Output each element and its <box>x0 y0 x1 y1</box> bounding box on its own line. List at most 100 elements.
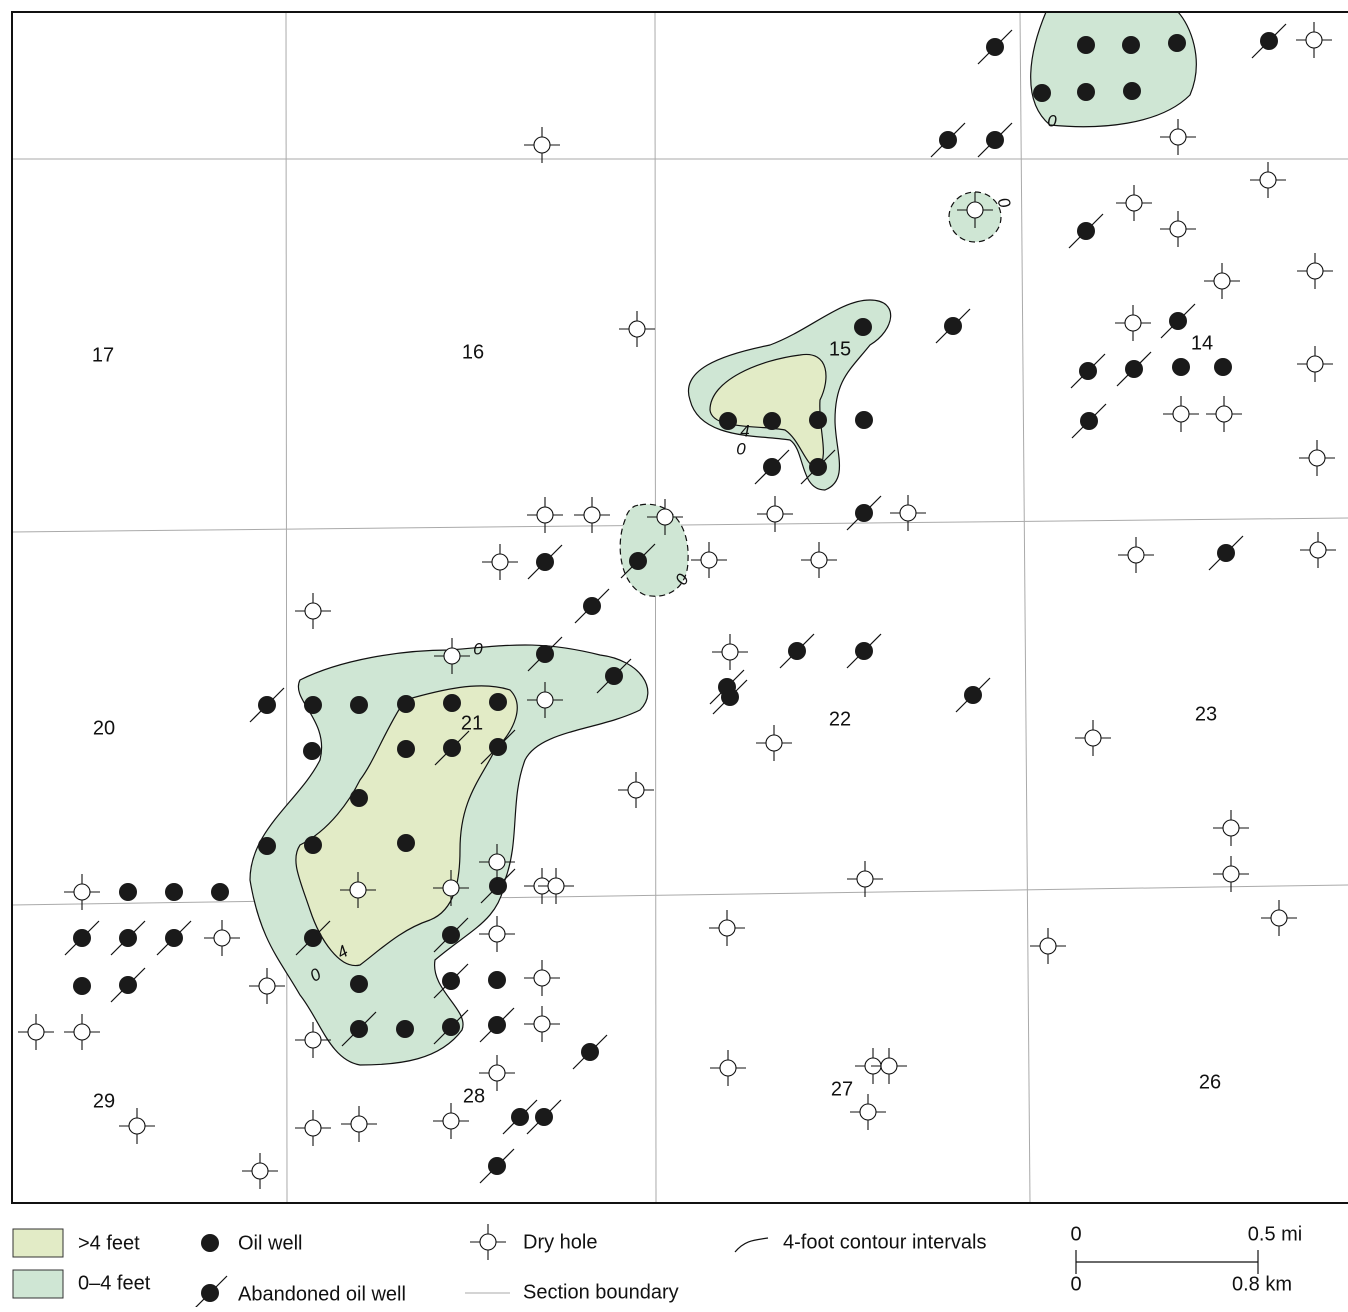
dry-hole <box>1297 253 1333 289</box>
legend-label: 4-foot contour intervals <box>783 1231 986 1253</box>
oil-well <box>855 411 873 429</box>
legend-label: Dry hole <box>523 1231 597 1253</box>
section-number: 26 <box>1199 1071 1221 1093</box>
dry-hole <box>712 634 748 670</box>
oil-well <box>809 411 827 429</box>
oil-well <box>488 1157 506 1175</box>
dry-hole-circle <box>27 1023 45 1041</box>
oil-well <box>536 553 554 571</box>
dry-hole-circle <box>1305 31 1323 49</box>
dry-hole-circle <box>1222 865 1240 883</box>
oil-well <box>258 837 276 855</box>
dry-hole-circle <box>443 647 461 665</box>
oil-well <box>536 645 554 663</box>
dry-hole-circle <box>766 505 784 523</box>
dry-hole <box>64 874 100 910</box>
oil-well <box>489 877 507 895</box>
dry-hole-circle <box>251 1162 269 1180</box>
dry-hole-circle <box>700 551 718 569</box>
oil-well <box>258 696 276 714</box>
oil-well <box>165 883 183 901</box>
dry-hole-circle <box>1084 729 1102 747</box>
dry-hole <box>482 544 518 580</box>
dry-hole-circle <box>1127 546 1145 564</box>
contour-label: 0 <box>473 639 483 658</box>
dry-hole <box>538 868 574 904</box>
dry-hole <box>850 1094 886 1130</box>
oil-well <box>1260 32 1278 50</box>
oil-well <box>809 458 827 476</box>
dry-hole-circle <box>765 734 783 752</box>
dry-hole <box>1163 396 1199 432</box>
oil-well <box>350 975 368 993</box>
oil-well <box>1125 360 1143 378</box>
oil-well <box>763 412 781 430</box>
oil-well <box>854 318 872 336</box>
oil-well <box>1077 36 1095 54</box>
legend: >4 feet 0–4 feet Oil well Abandoned oil … <box>12 1223 1302 1311</box>
oil-well <box>1079 362 1097 380</box>
oil-well <box>719 412 737 430</box>
dry-hole <box>871 1048 907 1084</box>
dry-hole-circle <box>856 870 874 888</box>
dry-hole-circle <box>1172 405 1190 423</box>
oil-well <box>304 696 322 714</box>
oil-well <box>1077 83 1095 101</box>
oil-well <box>211 883 229 901</box>
oil-well <box>489 738 507 756</box>
dry-hole-circle <box>810 551 828 569</box>
oil-well <box>629 552 647 570</box>
dry-hole-circle <box>304 602 322 620</box>
oil-well <box>350 696 368 714</box>
oil-well <box>442 972 460 990</box>
dry-hole-circle <box>1125 194 1143 212</box>
dry-hole-circle <box>128 1117 146 1135</box>
dry-hole <box>527 497 563 533</box>
dry-hole-circle <box>488 853 506 871</box>
dry-hole <box>295 593 331 629</box>
dry-hole <box>756 725 792 761</box>
oil-well <box>350 789 368 807</box>
dry-hole <box>647 499 683 535</box>
oil-well <box>442 926 460 944</box>
section-number: 28 <box>463 1085 485 1107</box>
dry-hole <box>479 1055 515 1091</box>
oil-well <box>1123 82 1141 100</box>
dry-hole <box>709 910 745 946</box>
oil-well <box>396 1020 414 1038</box>
scale-label: 0.8 km <box>1232 1273 1292 1295</box>
dry-hole <box>340 872 376 908</box>
dry-hole-circle <box>350 1115 368 1133</box>
oil-well <box>397 834 415 852</box>
oil-well <box>304 929 322 947</box>
dry-hole-circle <box>1039 937 1057 955</box>
oil-well <box>986 131 1004 149</box>
legend-label: Oil well <box>238 1232 302 1254</box>
dry-hole-circle <box>442 1112 460 1130</box>
dry-hole <box>1206 396 1242 432</box>
dry-hole <box>757 496 793 532</box>
dry-hole-circle <box>1169 128 1187 146</box>
dry-hole <box>527 682 563 718</box>
oil-well <box>443 739 461 757</box>
dry-hole <box>1160 211 1196 247</box>
oil-well <box>986 38 1004 56</box>
oil-well <box>583 597 601 615</box>
dry-hole-circle <box>899 504 917 522</box>
section-number: 23 <box>1195 703 1217 725</box>
legend-label: Abandoned oil well <box>238 1283 406 1305</box>
dry-hole <box>433 870 469 906</box>
dry-hole <box>1204 263 1240 299</box>
dry-hole <box>18 1014 54 1050</box>
dry-hole-circle <box>488 1064 506 1082</box>
section-number: 17 <box>92 344 114 366</box>
section-number: 29 <box>93 1090 115 1112</box>
oil-well <box>1169 312 1187 330</box>
oil-well <box>1080 412 1098 430</box>
oil-well <box>1168 34 1186 52</box>
dry-hole <box>249 968 285 1004</box>
dry-hole-circle <box>880 1057 898 1075</box>
oil-well <box>944 317 962 335</box>
oil-well <box>1217 544 1235 562</box>
